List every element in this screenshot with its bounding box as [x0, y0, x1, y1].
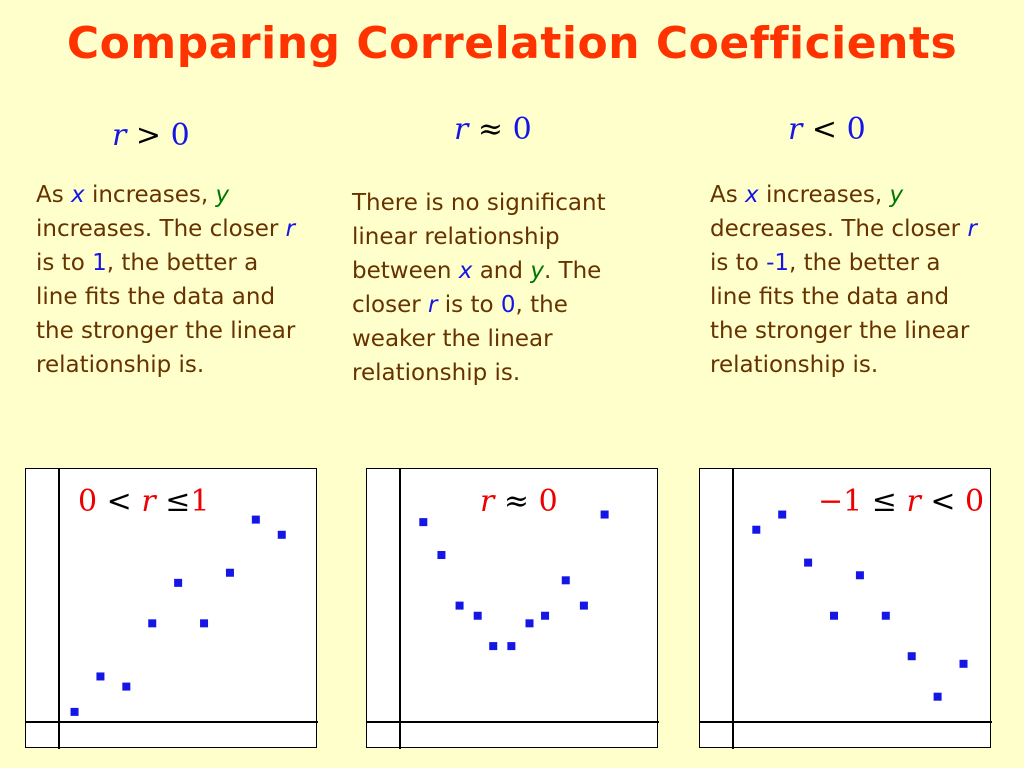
data-point [148, 619, 157, 628]
data-point [933, 692, 942, 701]
description-negative: As x increases, y decreases. The closer … [710, 182, 977, 378]
relation-heading-zero: r ≈ 0 [454, 112, 532, 147]
relation-val: 0 [512, 112, 532, 147]
data-point [507, 642, 516, 651]
data-point [437, 551, 446, 560]
data-point [277, 530, 286, 539]
relation-val: 0 [170, 118, 190, 153]
relation-op: < [811, 112, 838, 147]
scatter-plot-zero [366, 468, 659, 749]
relation-var: r [112, 118, 127, 153]
data-point [200, 619, 209, 628]
data-point [251, 515, 260, 524]
description-zero: There is no significant linear relations… [352, 190, 606, 386]
page-title: Comparing Correlation Coefficients [66, 18, 958, 69]
relation-val: 0 [846, 112, 866, 147]
data-point [907, 652, 916, 661]
data-point [122, 682, 131, 691]
description-positive: As x increases, y increases. The closer … [36, 182, 296, 378]
data-point [881, 611, 890, 620]
data-point [541, 611, 550, 620]
data-point [855, 571, 864, 580]
scatter-svg [700, 469, 992, 749]
data-point [525, 619, 534, 628]
data-point [778, 510, 787, 519]
data-point [561, 576, 570, 585]
scatter-svg [26, 469, 318, 749]
plot-label-positive: 0 < r ≤1 [78, 484, 210, 519]
relation-heading-positive: r > 0 [112, 118, 190, 153]
relation-var: r [788, 112, 803, 147]
scatter-svg [367, 469, 659, 749]
plot-label-zero: r ≈ 0 [480, 484, 558, 519]
relation-heading-negative: r < 0 [788, 112, 866, 147]
data-point [752, 525, 761, 534]
data-point [419, 518, 428, 527]
data-point [473, 611, 482, 620]
relation-op: ≈ [477, 112, 504, 147]
data-point [174, 578, 183, 587]
data-point [959, 659, 968, 668]
relation-op: > [135, 118, 162, 153]
scatter-plot-positive [25, 468, 318, 749]
data-point [455, 601, 464, 610]
data-point [600, 510, 609, 519]
data-point [70, 707, 79, 716]
data-point [579, 601, 588, 610]
data-point [489, 642, 498, 651]
scatter-plot-negative [699, 468, 992, 749]
data-point [804, 558, 813, 567]
plot-label-negative: −1 ≤ r < 0 [818, 484, 985, 519]
data-point [225, 568, 234, 577]
data-point [96, 672, 105, 681]
relation-var: r [454, 112, 469, 147]
data-point [830, 611, 839, 620]
